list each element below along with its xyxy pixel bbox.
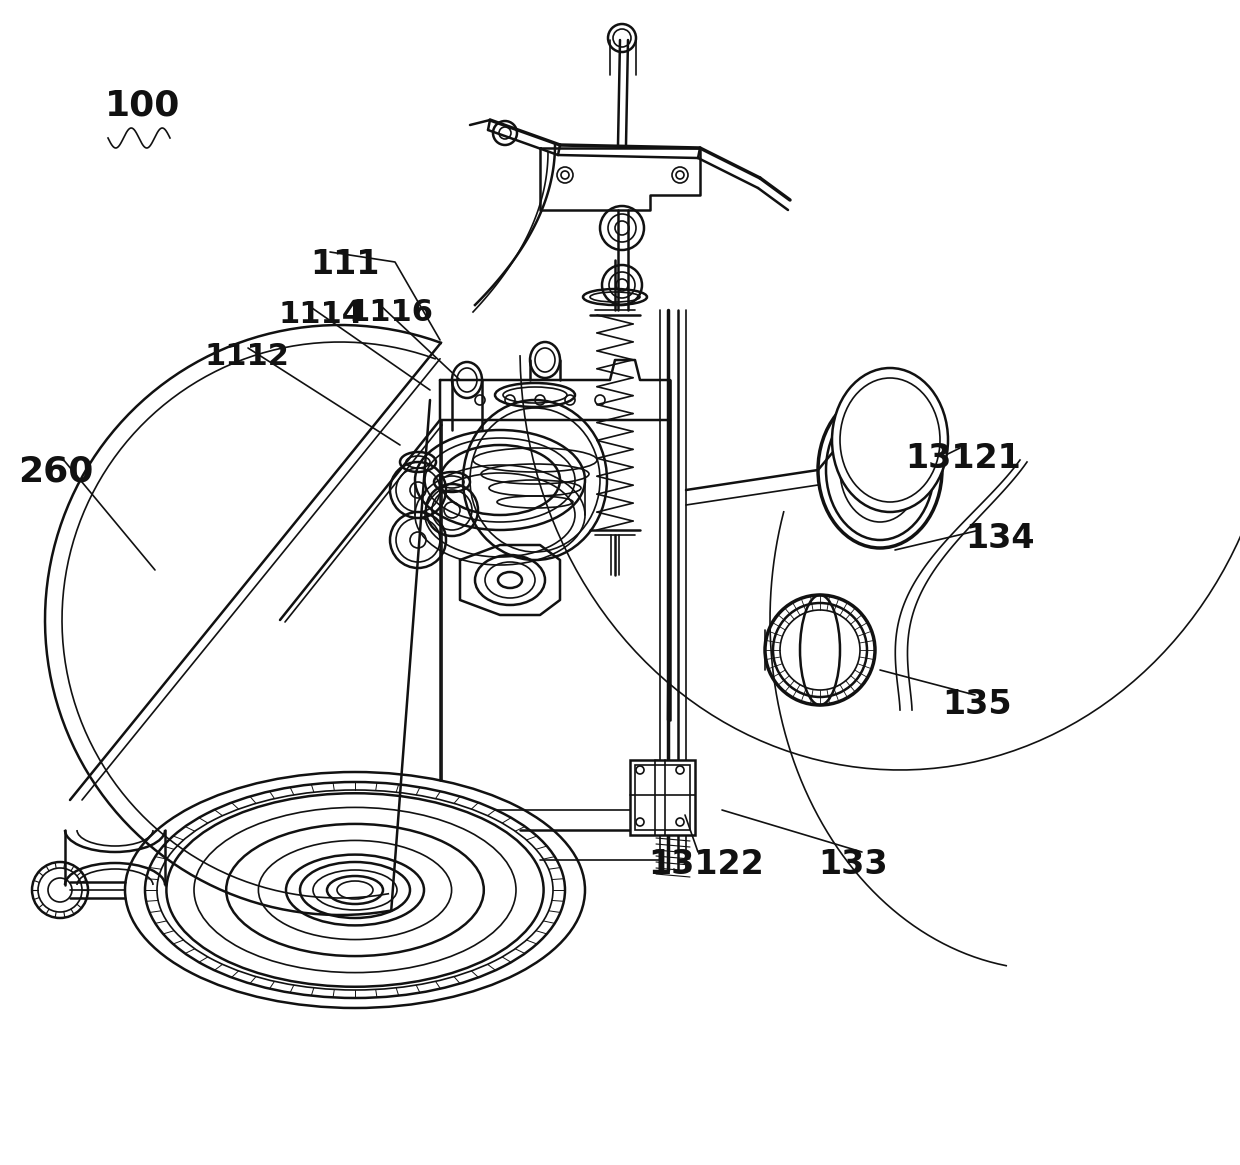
Text: 133: 133 [818,848,888,881]
Text: 1114: 1114 [278,301,363,329]
Text: 134: 134 [965,522,1034,555]
Ellipse shape [832,368,949,511]
Text: 1112: 1112 [205,343,290,370]
Text: 1116: 1116 [348,298,433,327]
Bar [635,765,689,829]
Text: 260: 260 [19,456,93,489]
Text: 100: 100 [105,89,180,122]
Bar [630,760,694,835]
Text: 135: 135 [942,689,1012,721]
Text: 13122: 13122 [649,848,764,881]
Text: 111: 111 [310,248,379,281]
Ellipse shape [818,391,942,548]
Text: 13121: 13121 [905,442,1021,475]
